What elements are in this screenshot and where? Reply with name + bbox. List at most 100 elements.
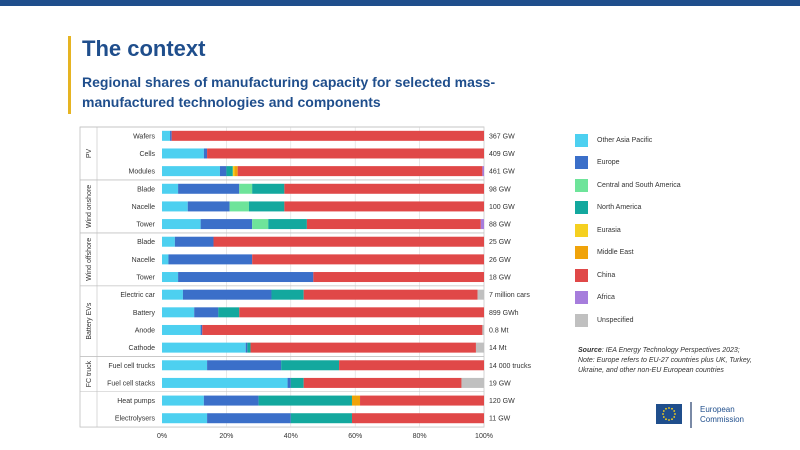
bar-segment-china (306, 219, 481, 230)
bar-segment-china (313, 272, 484, 283)
bar-segment-europe (203, 395, 259, 406)
bar-segment-china (303, 289, 478, 300)
eu-star-icon (671, 407, 673, 410)
row-label: Electric car (120, 292, 155, 299)
capacity-label: 7 million cars (489, 292, 530, 299)
row-label: Anode (135, 327, 155, 334)
bar-segment-other-asia-pacific (162, 254, 169, 265)
bar-segment-unspecified (477, 289, 484, 300)
bar-segment-north-america (252, 183, 285, 194)
capacity-label: 18 GW (489, 275, 511, 282)
capacity-label: 26 GW (489, 257, 511, 264)
capacity-label: 88 GW (489, 222, 511, 229)
group-label: Wind offshore (86, 238, 93, 281)
bar-segment-central-and-south-america (252, 219, 269, 230)
bar-segment-unspecified (482, 324, 484, 335)
source-text: : IEA Energy Technology Perspectives 202… (601, 347, 740, 354)
bar-segment-europe (200, 219, 253, 230)
capacity-label: 100 GW (489, 204, 515, 211)
legend-swatch (575, 223, 588, 237)
eu-star-icon (668, 419, 670, 421)
bar-segment-other-asia-pacific (162, 342, 246, 353)
row-label: Cells (139, 151, 155, 158)
bar-segment-other-asia-pacific (162, 148, 204, 159)
bar-segment-other-asia-pacific (162, 289, 183, 300)
legend-swatch (575, 156, 588, 169)
group-label: Battery EVs (86, 302, 93, 339)
x-tick-label: 80% (413, 433, 427, 440)
row-label: Cathode (129, 345, 156, 352)
capacity-label: 461 GW (489, 169, 515, 176)
eu-star-icon (674, 413, 676, 415)
bar-segment-europe (207, 413, 291, 424)
bar-segment-europe (174, 236, 214, 247)
row-label: Heat pumps (117, 398, 155, 405)
bar-segment-north-america (248, 201, 285, 212)
bar-segment-north-america (247, 342, 251, 353)
bar-segment-europe (245, 342, 248, 353)
legend-item: Central and South America (575, 178, 681, 192)
bar-segment-other-asia-pacific (162, 307, 195, 318)
legend-label: Europe (597, 159, 620, 166)
legend-item: Middle East (575, 246, 634, 260)
bar-segment-other-asia-pacific (162, 360, 208, 371)
bar-segment-europe (182, 289, 272, 300)
legend-item: Eurasia (575, 223, 621, 237)
capacity-label: 25 GW (489, 239, 511, 246)
bar-segment-north-america (290, 413, 352, 424)
bar-segment-europe (207, 360, 282, 371)
note-text: Note: Europe refers to EU-27 countries p… (578, 357, 752, 374)
legend-swatch (575, 291, 588, 304)
legend-swatch (575, 133, 588, 147)
logo-text: European Commission (700, 405, 770, 425)
bar-segment-china (207, 148, 484, 159)
bar-segment-central-and-south-america (229, 201, 249, 212)
legend-label: Middle East (597, 249, 634, 256)
legend-label: Unspecified (597, 316, 634, 324)
bar-segment-europe (219, 166, 227, 177)
legend-label: Africa (597, 294, 615, 301)
bar-segment-china (360, 395, 484, 406)
x-tick-label: 60% (348, 433, 362, 440)
capacity-label: 409 GW (489, 151, 515, 158)
bar-segment-other-asia-pacific (162, 395, 204, 406)
bar-segment-other-asia-pacific (162, 272, 179, 283)
legend-swatch (575, 178, 588, 192)
bar-segment-china (351, 413, 484, 424)
source-label: Source (578, 347, 602, 354)
bar-segment-unspecified (475, 342, 484, 353)
bar-segment-china (213, 236, 484, 247)
legend-swatch (575, 313, 588, 327)
capacity-label: 19 GW (489, 380, 511, 387)
capacity-label: 98 GW (489, 186, 511, 193)
bar-segment-north-america (258, 395, 352, 406)
bar-segment-europe (203, 148, 208, 159)
capacity-label: 11 GW (489, 416, 511, 423)
bar-segment-middle-east (351, 395, 361, 406)
legend-label: Eurasia (597, 226, 621, 234)
bar-segment-middle-east (234, 166, 238, 177)
x-tick-label: 20% (219, 433, 233, 440)
bar-segment-other-asia-pacific (162, 201, 188, 212)
row-label: Fuel cell trucks (108, 363, 155, 370)
bar-segment-north-america (281, 360, 340, 371)
legend-item: Other Asia Pacific (575, 133, 652, 147)
eu-star-icon (662, 410, 665, 412)
bar-segment-europe (200, 324, 203, 335)
eu-star-icon (662, 413, 664, 415)
x-tick-label: 100% (475, 433, 493, 440)
capacity-label: 367 GW (489, 133, 515, 140)
legend-item: China (575, 268, 615, 282)
bar-segment-europe (178, 272, 314, 283)
row-label: Nacelle (132, 204, 155, 211)
bar-segment-north-america (226, 166, 233, 177)
european-commission-logo: European Commission (656, 402, 776, 432)
bar-segment-europe (170, 130, 172, 141)
bar-segment-china (339, 360, 484, 371)
bar-segment-africa (480, 219, 484, 230)
legend-item: Unspecified (575, 313, 634, 327)
eu-star-icon (671, 418, 673, 421)
capacity-label: 899 GWh (489, 310, 519, 317)
bar-segment-china (284, 201, 484, 212)
bar-segment-china (250, 342, 476, 353)
